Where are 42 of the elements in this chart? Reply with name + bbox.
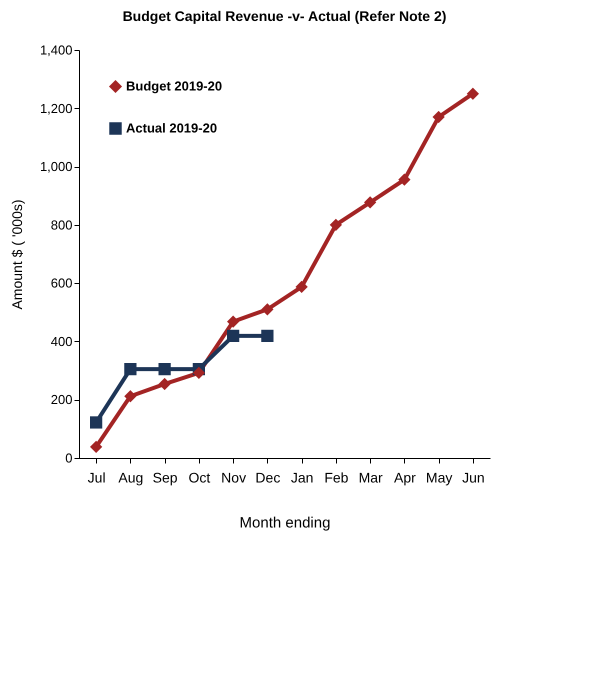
y-tick-label: 800 [50,217,72,232]
x-tick-label: Mar [358,470,384,486]
y-tick-label: 1,000 [40,159,72,174]
point [90,416,102,429]
legend-label: Actual 2019-20 [126,120,218,136]
y-tick-label: 200 [50,392,72,408]
point [330,218,342,231]
x-tick-label: Jun [462,470,485,486]
point [227,315,240,328]
legend-label: Budget 2019-20 [126,78,222,94]
y-axis-title: Amount $ ( '000s) [8,199,25,310]
x-tick-label: Jul [88,470,106,486]
point [90,440,102,454]
x-tick-label: Sep [152,470,178,486]
y-tick-label: 400 [50,334,72,349]
chart-title: Budget Capital Revenue -v- Actual (Refer Note 2) [122,8,446,24]
x-tick-label: May [426,470,452,486]
point [261,330,274,342]
x-tick-label: Dec [255,470,280,486]
point [227,330,240,342]
y-tick-label: 1,200 [40,100,72,116]
y-tick-label: 600 [50,276,72,291]
x-tick-label: Oct [188,470,210,486]
point [158,362,171,376]
x-tick-label: Feb [324,470,349,486]
point [192,366,205,380]
point [398,174,410,186]
point [364,196,376,209]
point [296,280,308,294]
point [466,88,479,100]
x-tick-label: Apr [394,470,416,486]
point [158,378,171,390]
x-tick-label: Jan [290,470,314,486]
point [124,362,136,376]
point [432,110,445,124]
point [261,303,274,316]
x-axis-title: Month ending [240,514,330,532]
point [124,390,136,402]
x-tick-label: Aug [118,470,144,486]
y-tick-label: 0 [65,450,72,466]
y-tick-label: 1,400 [40,42,72,58]
x-tick-label: Nov [221,470,246,486]
